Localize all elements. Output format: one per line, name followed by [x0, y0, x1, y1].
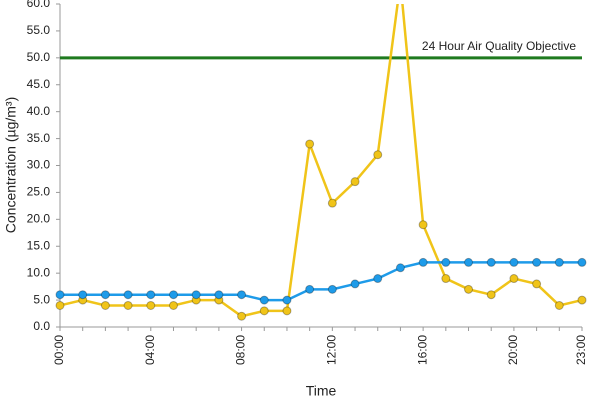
data-point	[55, 300, 65, 310]
data-point	[327, 198, 337, 208]
data-point	[486, 257, 496, 267]
y-tick-label: 10.0	[27, 265, 51, 279]
x-axis-title: Time	[306, 383, 337, 399]
y-tick-label: 20.0	[27, 212, 51, 226]
y-tick-label: 60.0	[27, 0, 51, 10]
data-point	[350, 279, 360, 289]
y-tick-label: 30.0	[27, 158, 51, 172]
x-tick-label: 08:00	[234, 335, 248, 365]
data-point	[237, 290, 247, 300]
data-point	[554, 300, 564, 310]
data-point	[577, 295, 587, 305]
data-point	[123, 300, 133, 310]
data-point	[237, 311, 247, 321]
data-point	[259, 306, 269, 316]
data-point	[327, 284, 337, 294]
x-tick-label: 04:00	[143, 335, 157, 365]
data-point	[146, 300, 156, 310]
data-point	[509, 274, 519, 284]
data-point	[373, 150, 383, 160]
y-tick-label: 45.0	[27, 77, 51, 91]
data-point	[305, 139, 315, 149]
data-point	[282, 306, 292, 316]
data-point	[509, 257, 519, 267]
data-point	[554, 257, 564, 267]
data-point	[577, 257, 587, 267]
data-point	[305, 284, 315, 294]
y-axis-title: Concentration (µg/m³)	[3, 97, 19, 233]
data-point	[418, 220, 428, 230]
series-line	[60, 261, 582, 302]
data-point	[78, 290, 88, 300]
data-point	[441, 257, 451, 267]
data-point	[168, 290, 178, 300]
y-tick-label: 50.0	[27, 50, 51, 64]
x-tick-label: 20:00	[506, 335, 520, 365]
y-tick-label: 5.0	[33, 292, 50, 306]
x-tick-label: 16:00	[415, 335, 429, 365]
data-point	[418, 257, 428, 267]
y-tick-label: 25.0	[27, 185, 51, 199]
y-tick-label: 40.0	[27, 104, 51, 118]
data-point	[532, 279, 542, 289]
x-tick-label: 00:00	[52, 335, 66, 365]
y-tick-label: 55.0	[27, 23, 51, 37]
data-point	[395, 263, 405, 273]
data-point	[441, 274, 451, 284]
data-point	[123, 290, 133, 300]
data-point	[532, 257, 542, 267]
plot-area	[55, 4, 587, 321]
reference-label: 24 Hour Air Quality Objective	[422, 39, 576, 53]
data-point	[168, 300, 178, 310]
data-point	[464, 257, 474, 267]
data-point	[146, 290, 156, 300]
y-tick-label: 0.0	[33, 319, 50, 333]
y-tick-label: 35.0	[27, 131, 51, 145]
x-tick-label: 12:00	[325, 335, 339, 365]
data-point	[464, 284, 474, 294]
data-point	[100, 290, 110, 300]
x-tick-label: 23:00	[574, 335, 588, 365]
data-point	[259, 295, 269, 305]
data-point	[373, 274, 383, 284]
data-point	[486, 290, 496, 300]
y-tick-label: 15.0	[27, 238, 51, 252]
data-point	[214, 290, 224, 300]
data-point	[282, 295, 292, 305]
data-point	[350, 177, 360, 187]
data-point	[100, 300, 110, 310]
data-point	[55, 290, 65, 300]
data-point	[191, 290, 201, 300]
